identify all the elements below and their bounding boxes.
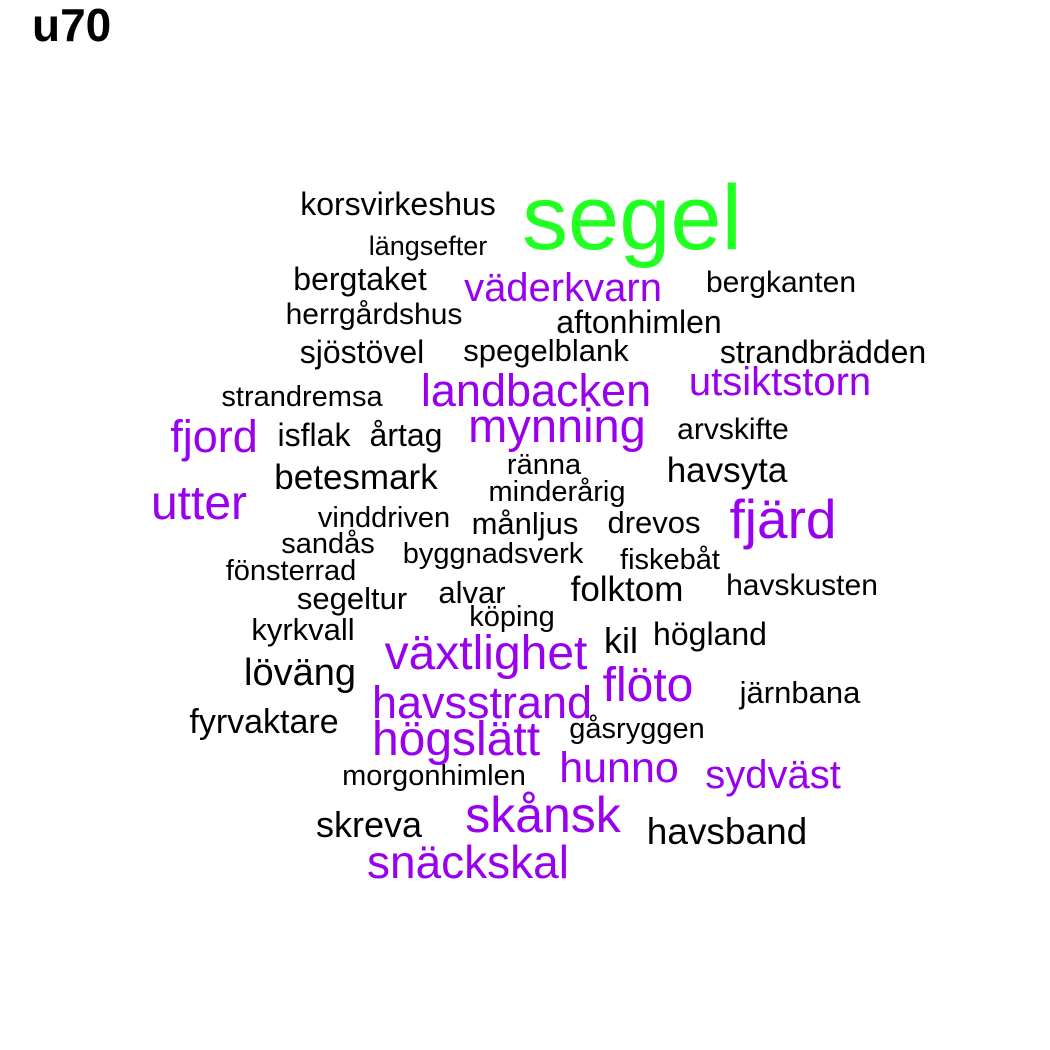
word-51: sydväst xyxy=(705,753,841,797)
word-29: sandås xyxy=(281,528,375,560)
word-21: betesmark xyxy=(274,458,438,497)
word-49: morgonhimlen xyxy=(342,760,526,792)
word-45: havsstrand xyxy=(371,677,593,728)
word-37: köping xyxy=(469,601,555,633)
word-16: isflak xyxy=(277,417,351,453)
word-15: fjord xyxy=(170,411,258,462)
word-50: hunno xyxy=(559,744,679,792)
word-9: sjöstövel xyxy=(299,334,425,370)
word-41: växtlighet xyxy=(384,627,588,680)
word-47: högslätt xyxy=(371,713,541,766)
word-48: gåsryggen xyxy=(569,713,705,745)
word-27: månljus xyxy=(471,506,579,541)
word-23: minderårig xyxy=(488,476,626,508)
word-4: bergtaket xyxy=(293,261,427,297)
word-26: vinddriven xyxy=(317,502,451,534)
word-34: folktom xyxy=(570,570,684,609)
word-19: arvskifte xyxy=(677,413,789,446)
word-55: snäckskal xyxy=(367,836,569,888)
word-30: byggnadsverk xyxy=(402,538,584,570)
word-32: fönsterrad xyxy=(225,555,357,587)
word-5: väderkvarn xyxy=(464,266,662,310)
word-1: segel xyxy=(522,167,742,269)
word-2: korsvirkeshus xyxy=(300,186,496,222)
word-35: alvar xyxy=(438,575,506,610)
word-33: havskusten xyxy=(726,569,878,602)
word-12: strandremsa xyxy=(221,381,383,413)
word-6: bergkanten xyxy=(705,266,857,299)
word-24: utter xyxy=(150,477,248,530)
word-7: herrgårdshus xyxy=(285,298,463,331)
word-52: skånsk xyxy=(465,787,621,843)
word-3: längsefter xyxy=(368,231,488,261)
word-11: strandbrädden xyxy=(719,334,927,370)
word-36: segeltur xyxy=(296,581,408,616)
word-53: skreva xyxy=(315,804,423,845)
word-31: fiskebåt xyxy=(620,544,720,576)
word-18: mynning xyxy=(468,399,646,452)
word-44: järnbana xyxy=(739,675,861,710)
word-17: årtag xyxy=(369,417,443,453)
page-title: u70 xyxy=(32,0,112,51)
word-22: havsyta xyxy=(666,451,788,490)
word-46: fyrvaktare xyxy=(189,703,339,741)
word-13: landbacken xyxy=(420,365,652,416)
word-43: flöto xyxy=(602,659,694,712)
word-38: kyrkvall xyxy=(251,612,355,647)
word-8: aftonhimlen xyxy=(556,304,722,340)
word-20: ränna xyxy=(506,449,582,481)
word-10: spegelblank xyxy=(463,333,629,368)
word-39: kil xyxy=(604,620,638,661)
word-14: utsiktstorn xyxy=(688,360,872,404)
word-54: havsband xyxy=(646,811,808,852)
word-42: löväng xyxy=(244,652,356,694)
word-28: drevos xyxy=(607,505,701,540)
word-40: högland xyxy=(653,616,767,652)
word-25: fjärd xyxy=(729,488,837,550)
